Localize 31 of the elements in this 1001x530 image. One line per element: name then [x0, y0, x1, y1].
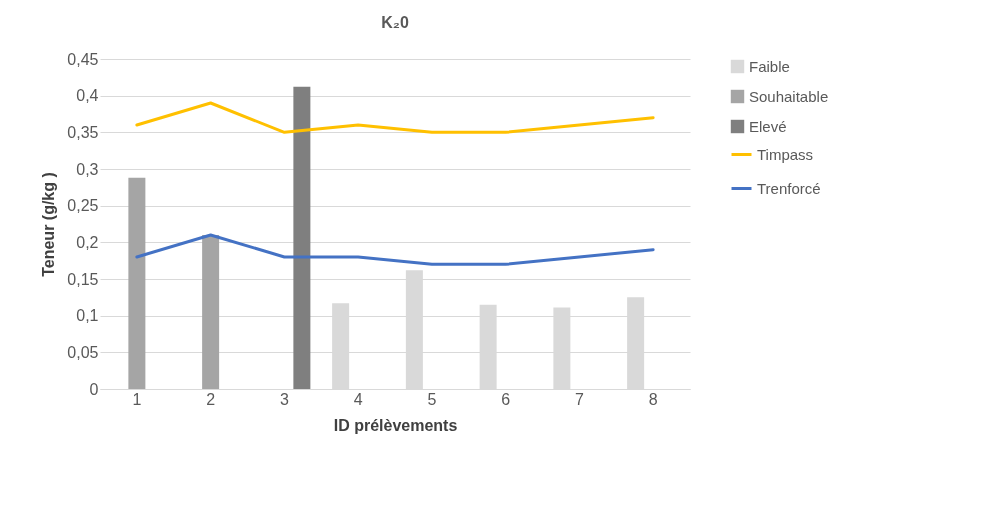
- y-tick-label: 0,3: [76, 160, 99, 178]
- y-tick-label: 0,4: [76, 87, 99, 105]
- y-axis-title: Teneur (g/kg ): [40, 172, 58, 277]
- y-tick-label: 0,35: [67, 123, 99, 141]
- x-tick-label: 7: [574, 390, 584, 408]
- line-series: [135, 101, 655, 134]
- legend-label: Trenforcé: [757, 179, 821, 197]
- x-tick-label: 3: [279, 390, 289, 408]
- bar: [202, 235, 220, 389]
- legend-label: Timpass: [757, 145, 814, 163]
- x-tick-label: 6: [501, 390, 511, 408]
- y-tick-label: 0,45: [67, 50, 99, 68]
- legend-label: Faible: [749, 57, 790, 75]
- x-tick-label: 5: [427, 390, 437, 408]
- y-tick-label: 0,25: [67, 197, 99, 215]
- bar: [128, 177, 146, 389]
- y-tick-label: 0: [89, 380, 99, 398]
- y-tick-label: 0,15: [67, 270, 99, 288]
- y-tick-label: 0,1: [76, 307, 99, 325]
- bar: [293, 86, 311, 389]
- legend-label: Elevé: [749, 117, 787, 135]
- chart-title: K₂0: [381, 14, 409, 31]
- y-tick-label: 0,05: [67, 343, 99, 361]
- x-tick-label: 8: [648, 390, 658, 408]
- x-tick-label: 4: [353, 390, 363, 408]
- legend-label: Souhaitable: [749, 87, 829, 105]
- x-tick-label: 2: [206, 390, 216, 408]
- x-axis-title: ID prélèvements: [333, 416, 458, 434]
- y-tick-label: 0,2: [76, 233, 99, 251]
- line-series: [135, 233, 655, 266]
- x-tick-label: 1: [132, 390, 142, 408]
